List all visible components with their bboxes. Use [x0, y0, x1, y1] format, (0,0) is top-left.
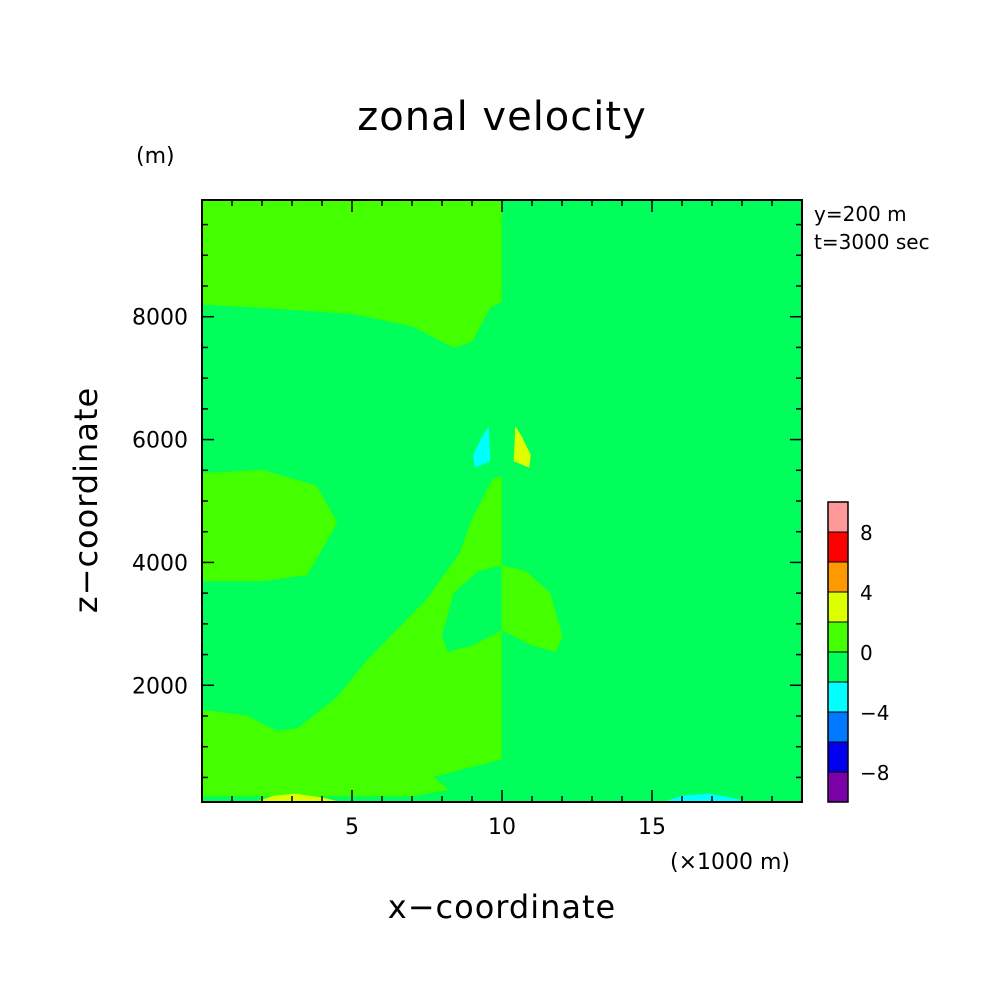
x-axis-unit: (×1000 m): [670, 850, 791, 875]
colorbar-tick-label: 4: [860, 581, 873, 605]
x-tick-label: 5: [345, 815, 359, 840]
chart-title: zonal velocity: [357, 94, 647, 140]
colorbar-tick-label: 0: [860, 641, 873, 665]
colorbar: −8 −4 0 4 8: [827, 501, 889, 803]
colorbar-segment: [827, 651, 849, 683]
colorbar-segment: [827, 621, 849, 653]
colorbar-tick-label: 8: [860, 521, 873, 545]
contour-region: [513, 426, 531, 468]
annotation-y-position: y=200 m: [814, 202, 907, 226]
colorbar-tick-label: −4: [860, 701, 889, 725]
colorbar-frame: [827, 501, 849, 803]
annotation-time: t=3000 sec: [814, 230, 930, 254]
colorbar-segment: [827, 711, 849, 743]
axes: 5 10 15 2000 4000 6000 8000: [132, 199, 803, 840]
colorbar-segment: [827, 681, 849, 713]
colorbar-segment: [827, 561, 849, 593]
x-tick-label: 10: [488, 815, 516, 840]
y-axis-unit: (m): [136, 144, 175, 169]
contour-region: [501, 565, 563, 652]
contour-region: [201, 469, 338, 582]
plot-area: [201, 199, 803, 803]
colorbar-tick-label: −8: [860, 761, 889, 785]
colorbar-segment: [827, 741, 849, 773]
contour-region: [441, 565, 503, 652]
colorbar-segment: [827, 531, 849, 563]
x-tick-label: 15: [638, 815, 666, 840]
y-tick-label: 6000: [132, 429, 188, 454]
y-tick-label: 2000: [132, 674, 188, 699]
y-tick-label: 4000: [132, 551, 188, 576]
colorbar-segment: [827, 771, 849, 803]
colorbar-segment: [827, 591, 849, 623]
colorbar-segment: [827, 501, 849, 533]
y-tick-label: 8000: [132, 306, 188, 331]
x-axis-label: x−coordinate: [387, 888, 617, 926]
contour-region: [473, 426, 491, 468]
